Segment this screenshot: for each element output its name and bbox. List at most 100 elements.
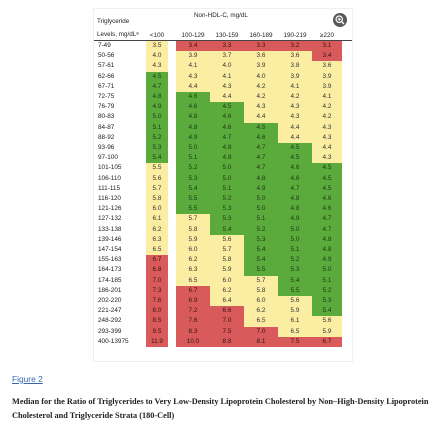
table-cell: 5.5 bbox=[176, 194, 210, 205]
row-label: 174-185 bbox=[98, 276, 122, 284]
table-cell: 6.0 bbox=[210, 275, 244, 286]
table-cell: 5.7 bbox=[210, 245, 244, 256]
table-row: 80-83 5.0 4.8 4.6 4.4 4.3 4.2 bbox=[94, 112, 352, 123]
row-label: 88-92 bbox=[98, 133, 115, 141]
table-cell: 4.1 bbox=[210, 71, 244, 82]
row-label: 202-220 bbox=[98, 297, 122, 304]
row-label: 147-154 bbox=[98, 246, 122, 253]
table-cell: 5.2 bbox=[244, 224, 278, 235]
table-cell: 11.9 bbox=[146, 336, 168, 347]
table-cell: 4.6 bbox=[210, 112, 244, 123]
expand-button[interactable] bbox=[333, 13, 347, 27]
table-cell: 3.2 bbox=[278, 41, 312, 52]
table-cell: 7.3 bbox=[146, 285, 168, 296]
table-cell: 4.7 bbox=[244, 143, 278, 154]
table-cell: 4.5 bbox=[312, 173, 342, 184]
row-label: 101-105 bbox=[98, 164, 122, 172]
table-cell: 4.4 bbox=[312, 143, 342, 154]
table-cell: 3.4 bbox=[312, 51, 342, 62]
row-label: 221-247 bbox=[98, 307, 122, 315]
table-cell: 4.4 bbox=[210, 92, 244, 103]
table-cell: 8.3 bbox=[176, 326, 210, 337]
table-row: 88-92 5.2 4.9 4.7 4.6 4.4 4.3 bbox=[94, 132, 352, 143]
row-label: 111-115 bbox=[98, 184, 121, 192]
table-cell: 3.9 bbox=[278, 71, 312, 82]
table-cell: 6.7 bbox=[146, 255, 168, 266]
table-cell: 3.8 bbox=[278, 61, 312, 72]
table-cell: 5.8 bbox=[244, 285, 278, 296]
row-label: 293-399 bbox=[98, 327, 122, 335]
figure-link[interactable]: Figure 2 bbox=[12, 374, 43, 384]
table-cell: 7.2 bbox=[176, 306, 210, 317]
table-row: 202-220 7.6 6.9 6.4 6.0 5.6 5.3 bbox=[94, 296, 352, 307]
table-cell: 6.2 bbox=[176, 255, 210, 266]
table-cell: 5.0 bbox=[210, 163, 244, 174]
table-cell: 4.6 bbox=[278, 163, 312, 174]
table-cell: 5.5 bbox=[278, 285, 312, 296]
table-row: 121-126 6.0 5.5 5.3 5.0 4.8 4.6 bbox=[94, 204, 352, 215]
table-row: 116-120 5.8 5.5 5.2 5.0 4.8 4.6 bbox=[94, 194, 352, 205]
table-cell: 5.9 bbox=[278, 306, 312, 317]
table-cell: 5.6 bbox=[312, 316, 342, 327]
table-cell: 5.0 bbox=[176, 143, 210, 154]
table-cell: 7.6 bbox=[176, 316, 210, 327]
table-cell: 4.8 bbox=[176, 122, 210, 133]
table-cell: 4.7 bbox=[146, 81, 168, 92]
table-cell: 4.3 bbox=[244, 102, 278, 113]
table-cell: 8.8 bbox=[210, 336, 244, 347]
table-header-columns: Levels, mg/dLᵃ <100 100-129 130-159 160-189… bbox=[94, 31, 352, 41]
table-row: 57-61 4.3 4.1 4.0 3.9 3.8 3.6 bbox=[94, 61, 352, 72]
table-cell: 6.9 bbox=[176, 296, 210, 307]
table-cell: 4.5 bbox=[312, 163, 342, 174]
table-cell: 4.5 bbox=[210, 102, 244, 113]
table-cell: 4.4 bbox=[244, 112, 278, 123]
table-cell: 4.9 bbox=[312, 255, 342, 266]
table-cell: 4.8 bbox=[146, 92, 168, 103]
table-cell: 6.1 bbox=[278, 316, 312, 327]
table-cell: 6.2 bbox=[146, 224, 168, 235]
table-cell: 4.4 bbox=[278, 132, 312, 143]
table-cell: 3.3 bbox=[210, 41, 244, 52]
table-row: 7-49 3.5 3.4 3.3 3.3 3.2 3.1 bbox=[94, 41, 352, 52]
row-label: 127-132 bbox=[98, 215, 122, 223]
table-row: 67-71 4.7 4.4 4.3 4.2 4.1 3.9 bbox=[94, 81, 352, 92]
table-row: 164-173 6.8 6.3 5.9 5.5 5.3 5.0 bbox=[94, 265, 352, 276]
table-cell: 6.2 bbox=[244, 306, 278, 317]
table-cell: 6.5 bbox=[176, 275, 210, 286]
table-cell: 7.0 bbox=[244, 326, 278, 337]
table-header-top: Triglyceride Non-HDL-C, mg/dL bbox=[94, 9, 352, 27]
table-row: 147-154 6.5 6.0 5.7 5.4 5.1 4.8 bbox=[94, 245, 352, 256]
figure-table-image: Triglyceride Non-HDL-C, mg/dL Levels, mg… bbox=[94, 9, 352, 361]
table-cell: 5.1 bbox=[146, 122, 168, 133]
table-cell: 4.1 bbox=[312, 92, 342, 103]
table-cell: 3.4 bbox=[176, 41, 210, 52]
table-cell: 5.2 bbox=[210, 194, 244, 205]
table-row: 84-87 5.1 4.8 4.6 4.5 4.4 4.3 bbox=[94, 122, 352, 133]
table-cell: 6.0 bbox=[146, 204, 168, 215]
table-cell: 4.6 bbox=[312, 204, 342, 215]
table-cell: 5.0 bbox=[278, 234, 312, 245]
table-cell: 3.1 bbox=[312, 41, 342, 52]
table-cell: 4.9 bbox=[146, 102, 168, 113]
table-cell: 5.3 bbox=[210, 204, 244, 215]
row-label: 400-13975 bbox=[98, 337, 129, 345]
row-label: 97-100 bbox=[98, 154, 118, 162]
table-cell: 6.4 bbox=[210, 296, 244, 307]
table-cell: 4.8 bbox=[176, 112, 210, 123]
table-cell: 5.5 bbox=[244, 265, 278, 276]
table-cell: 9.5 bbox=[146, 326, 168, 337]
table-cell: 5.7 bbox=[176, 214, 210, 225]
table-cell: 6.1 bbox=[146, 214, 168, 225]
table-cell: 5.1 bbox=[244, 214, 278, 225]
table-cell: 5.7 bbox=[244, 275, 278, 286]
row-label: 93-96 bbox=[98, 144, 115, 151]
row-label: 248-292 bbox=[98, 317, 122, 325]
table-cell: 6.2 bbox=[210, 285, 244, 296]
table-row: 186-201 7.3 6.7 6.2 5.8 5.5 5.2 bbox=[94, 285, 352, 296]
table-row: 76-79 4.9 4.6 4.5 4.3 4.3 4.2 bbox=[94, 102, 352, 113]
table-cell: 3.9 bbox=[312, 71, 342, 82]
table-cell: 4.7 bbox=[278, 183, 312, 194]
table-cell: 5.4 bbox=[312, 306, 342, 317]
table-cell: 7.5 bbox=[210, 326, 244, 337]
table-cell: 3.9 bbox=[244, 61, 278, 72]
